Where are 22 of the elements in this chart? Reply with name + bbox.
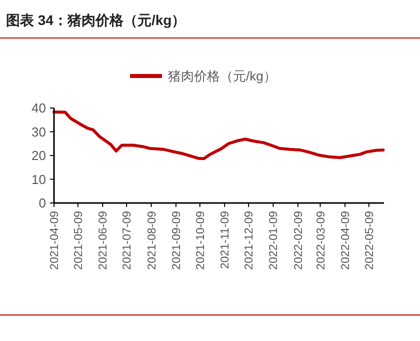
x-tick-label: 2021-08-09: [146, 211, 158, 270]
y-tick-label: 30: [32, 124, 46, 140]
x-tick-label: 2022-05-09: [364, 211, 376, 270]
x-tick-label: 2021-05-09: [72, 211, 85, 270]
legend-label: 猪肉价格（元/kg）: [168, 68, 276, 84]
x-tick-label: 2021-09-09: [170, 211, 183, 270]
chart-title: 图表 34：猪肉价格（元/kg）: [6, 12, 186, 28]
x-tick-label: 2021-04-09: [49, 211, 62, 270]
x-tick-label: 2022-02-09: [292, 211, 305, 270]
x-tick-label: 2022-03-09: [315, 211, 328, 270]
y-tick-label: 0: [38, 196, 46, 211]
y-tick-label: 20: [32, 148, 46, 164]
x-tick-label: 2021-11-09: [220, 211, 232, 269]
x-tick-label: 2021-10-09: [194, 211, 207, 270]
x-tick-label: 2021-07-09: [122, 211, 134, 270]
x-tick-label: 2022-04-09: [340, 211, 352, 270]
x-tick-label: 2021-06-09: [98, 211, 110, 270]
y-tick-label: 40: [32, 100, 46, 116]
x-tick-label: 2021-12-09: [244, 211, 256, 270]
y-tick-label: 10: [32, 172, 46, 187]
x-tick-label: 2022-01-09: [268, 211, 280, 270]
line-series: [52, 110, 385, 160]
